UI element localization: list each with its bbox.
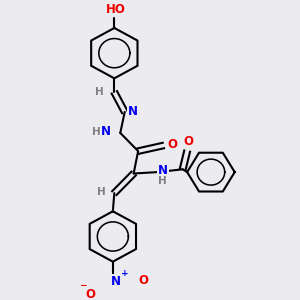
Text: H: H: [92, 127, 101, 136]
Text: −: −: [80, 281, 87, 290]
Text: O: O: [184, 135, 194, 148]
Text: N: N: [100, 125, 110, 138]
Text: N: N: [111, 275, 121, 288]
Text: N: N: [158, 164, 168, 177]
Text: +: +: [121, 269, 128, 278]
Text: O: O: [167, 138, 177, 151]
Text: O: O: [85, 288, 96, 300]
Text: H: H: [158, 176, 167, 186]
Text: H: H: [97, 187, 105, 197]
Text: N: N: [128, 105, 138, 119]
Text: HO: HO: [106, 3, 126, 16]
Text: H: H: [95, 87, 104, 97]
Text: O: O: [139, 274, 148, 287]
